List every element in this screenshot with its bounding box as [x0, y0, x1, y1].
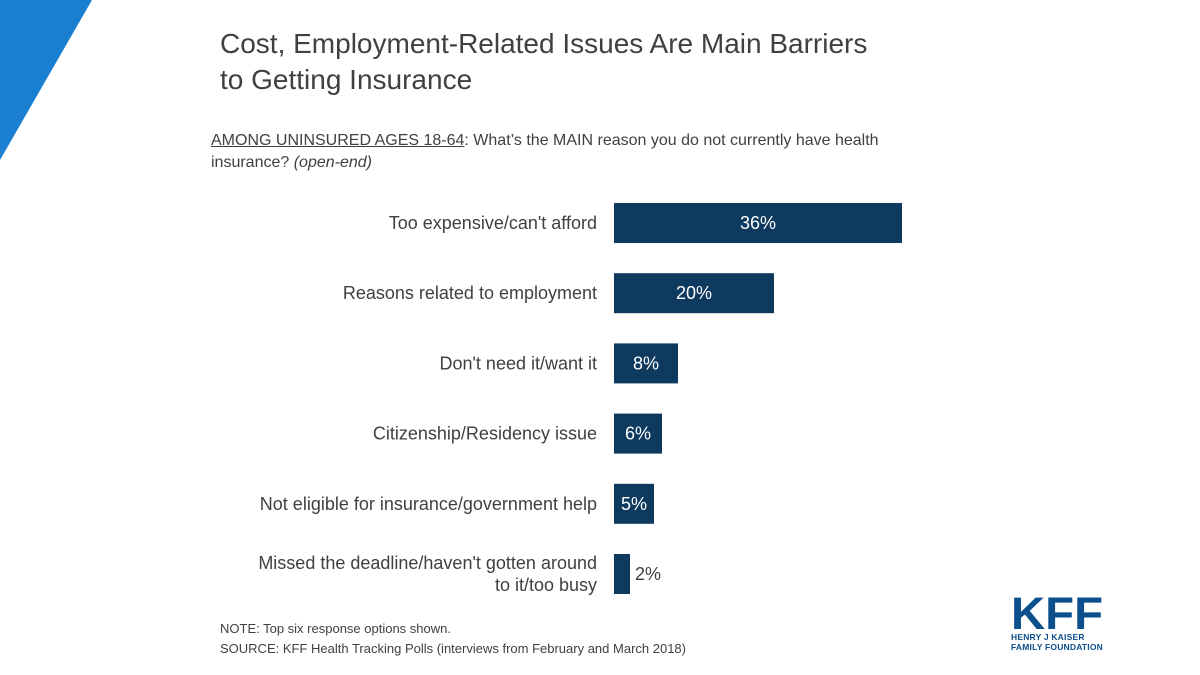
value-label-2: 8%	[633, 353, 659, 373]
question-lead: AMONG UNINSURED AGES 18-64	[211, 132, 465, 149]
source-text: SOURCE: KFF Health Tracking Polls (inter…	[220, 641, 686, 656]
bar-4	[614, 483, 654, 524]
question-text: : What’s the MAIN reason you do not curr…	[211, 132, 879, 171]
bar-3	[614, 413, 662, 454]
page-title: Cost, Employment-Related Issues Are Main…	[220, 26, 1040, 98]
bar-1	[614, 273, 774, 314]
category-label-5-line-1: to it/too busy	[495, 575, 597, 595]
kff-logo-mark: KFF	[1011, 592, 1103, 632]
survey-question: AMONG UNINSURED AGES 18-64: What’s the M…	[211, 130, 931, 174]
bar-chart: Too expensive/can't afford 36% Reasons rel…	[258, 203, 902, 595]
category-label-0: Too expensive/can't afford	[389, 213, 597, 233]
question-qualifier: (open-end)	[293, 154, 372, 171]
title-line-1: Cost, Employment-Related Issues Are Main…	[220, 28, 868, 59]
bar-5	[614, 554, 630, 594]
category-label-3: Citizenship/Residency issue	[373, 424, 597, 444]
value-label-4: 5%	[621, 494, 647, 514]
category-label-1: Reasons related to employment	[343, 283, 597, 303]
corner-accent	[0, 0, 92, 160]
footnotes: NOTE: Top six response options shown. SO…	[220, 619, 686, 659]
title-line-2: to Getting Insurance	[220, 64, 473, 95]
note-text: NOTE: Top six response options shown.	[220, 621, 451, 636]
value-label-5: 2%	[635, 564, 661, 584]
category-label-4: Not eligible for insurance/government he…	[260, 494, 597, 514]
value-label-3: 6%	[625, 424, 651, 444]
bar-2	[614, 343, 678, 384]
bar-0	[614, 203, 902, 243]
category-label-5-line-0: Missed the deadline/haven't gotten aroun…	[258, 553, 597, 573]
kff-logo-text: KFF	[1011, 592, 1103, 632]
kff-logo-sub-2: FAMILY FOUNDATION	[1011, 642, 1104, 652]
value-label-1: 20%	[676, 283, 712, 303]
value-label-0: 36%	[740, 213, 776, 233]
category-label-2: Don't need it/want it	[439, 353, 597, 373]
kff-logo-sub-1: HENRY J KAISER	[1011, 632, 1085, 642]
kff-logo: KFF HENRY J KAISER FAMILY FOUNDATION	[1011, 592, 1106, 654]
